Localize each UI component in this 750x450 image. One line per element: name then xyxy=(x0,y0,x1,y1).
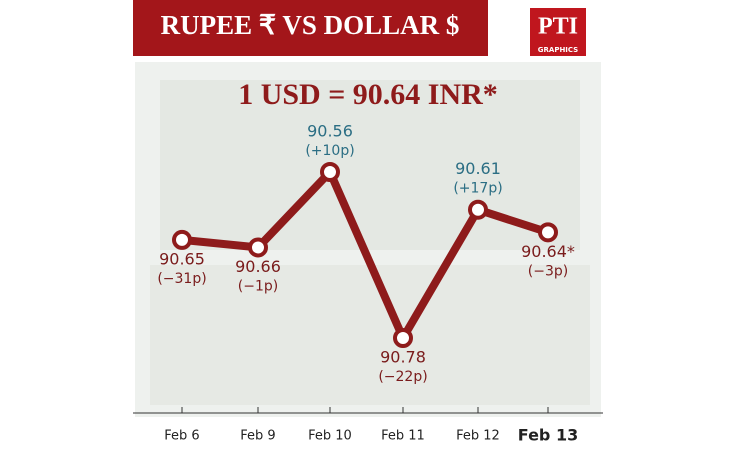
value-label: 90.56 xyxy=(307,122,353,141)
change-label: (−3p) xyxy=(528,263,568,279)
point xyxy=(248,237,268,258)
logo-subtext: GRAPHICS xyxy=(538,46,578,54)
x-tick-label: Feb 9 xyxy=(240,429,275,444)
point xyxy=(320,162,340,182)
logo: PTI xyxy=(538,14,578,40)
point xyxy=(393,328,413,348)
value-label: 90.65 xyxy=(159,249,205,268)
title: RUPEE ₹ VS DOLLAR $ xyxy=(161,10,460,40)
x-tick-label: Feb 12 xyxy=(456,429,500,444)
dollar-note xyxy=(150,265,590,405)
change-label: (−1p) xyxy=(238,278,278,294)
change-label: (−22p) xyxy=(378,369,427,385)
value-label: 90.66 xyxy=(235,257,281,276)
point xyxy=(538,222,558,243)
change-label: (+10p) xyxy=(305,143,354,159)
headline: 1 USD = 90.64 INR* xyxy=(238,78,498,111)
x-tick-label: Feb 13 xyxy=(518,426,578,445)
value-label: 90.78 xyxy=(380,348,426,367)
change-label: (−31p) xyxy=(157,271,206,287)
x-tick-label: Feb 11 xyxy=(381,429,425,444)
logo-box xyxy=(530,8,586,56)
point xyxy=(172,229,192,250)
value-label: 90.61 xyxy=(455,159,501,178)
point xyxy=(468,199,488,220)
x-tick-label: Feb 10 xyxy=(308,429,352,444)
x-tick-label: Feb 6 xyxy=(164,429,199,444)
change-label: (+17p) xyxy=(453,181,502,197)
line xyxy=(181,168,550,342)
title-banner xyxy=(133,0,488,56)
value-label: 90.64* xyxy=(521,242,575,261)
